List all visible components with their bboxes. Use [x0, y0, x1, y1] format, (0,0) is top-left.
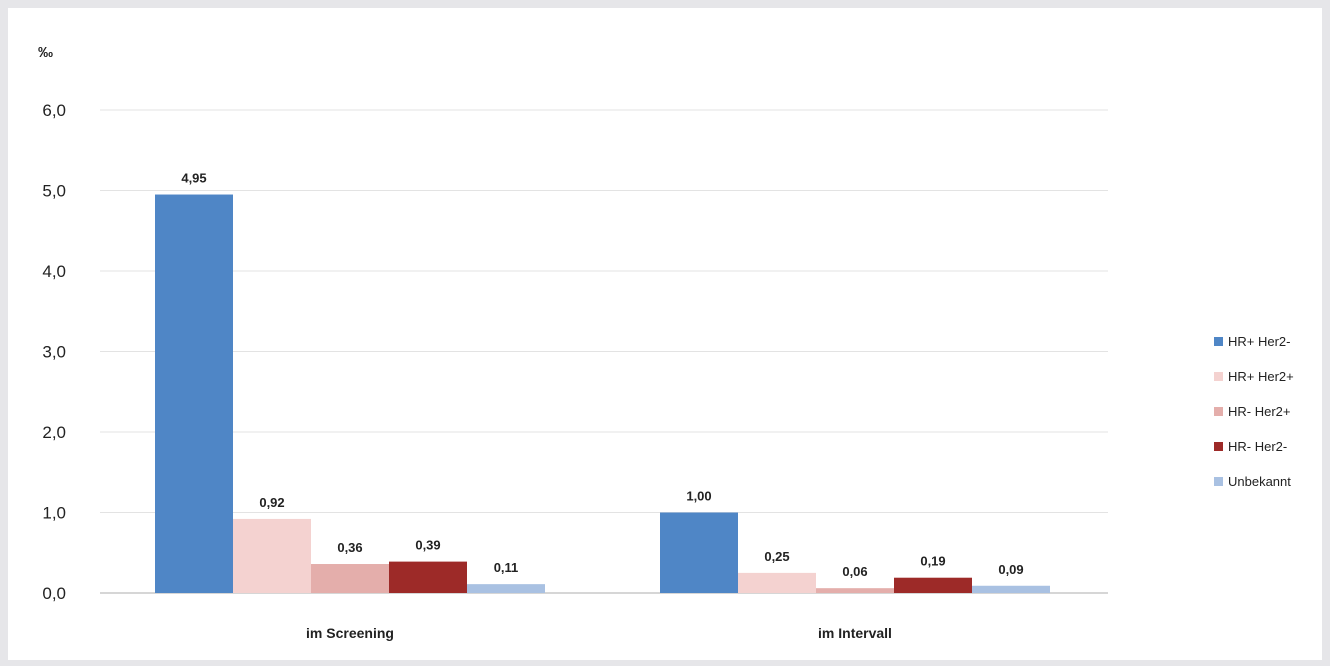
chart-legend: HR+ Her2- HR+ Her2+ HR- Her2+ HR- Her2- … — [1214, 324, 1294, 499]
bar — [311, 564, 389, 593]
legend-item: HR- Her2+ — [1214, 394, 1294, 429]
bar-chart: 0,0 1,0 2,0 3,0 4,0 5,0 6,0 4,95 0,92 0,36 0,39 0,1… — [42, 101, 1108, 641]
data-label: 0,19 — [920, 554, 945, 569]
data-label: 0,11 — [494, 560, 519, 575]
bar — [894, 577, 972, 593]
bar — [389, 561, 467, 593]
legend-label: Unbekannt — [1228, 474, 1291, 489]
legend-swatch — [1214, 407, 1223, 416]
legend-item: HR+ Her2- — [1214, 324, 1294, 359]
y-tick-label: 6,0 — [42, 101, 66, 120]
legend-label: HR+ Her2- — [1228, 334, 1291, 349]
bar — [738, 572, 816, 593]
legend-swatch — [1214, 372, 1223, 381]
bar — [660, 512, 738, 593]
x-category-label: im Screening — [306, 625, 394, 641]
legend-swatch — [1214, 477, 1223, 486]
data-label: 1,00 — [686, 489, 711, 504]
y-tick-label: 2,0 — [42, 423, 66, 442]
legend-swatch — [1214, 337, 1223, 346]
bar — [467, 584, 545, 593]
legend-item: HR- Her2- — [1214, 429, 1294, 464]
y-axis-unit-label: ‰ — [38, 44, 53, 61]
data-label: 4,95 — [181, 171, 206, 186]
bar — [972, 585, 1050, 593]
legend-swatch — [1214, 442, 1223, 451]
data-label: 0,09 — [998, 562, 1023, 577]
bar — [155, 194, 233, 593]
y-tick-label: 3,0 — [42, 343, 66, 362]
data-label: 0,25 — [764, 549, 789, 564]
y-tick-label: 5,0 — [42, 182, 66, 201]
chart-panel: ‰ 0,0 1,0 2,0 3,0 4,0 5,0 6,0 4,95 0,92 0,36 0,39 0… — [8, 8, 1322, 660]
x-category-label: im Intervall — [818, 625, 892, 641]
data-label: 0,36 — [337, 540, 362, 555]
bar — [233, 518, 311, 593]
data-label: 0,06 — [842, 564, 867, 579]
data-label: 0,92 — [259, 495, 284, 510]
y-tick-label: 4,0 — [42, 262, 66, 281]
legend-item: HR+ Her2+ — [1214, 359, 1294, 394]
legend-item: Unbekannt — [1214, 464, 1294, 499]
legend-label: HR+ Her2+ — [1228, 369, 1294, 384]
data-label: 0,39 — [415, 538, 440, 553]
y-tick-label: 0,0 — [42, 584, 66, 603]
bar — [816, 588, 894, 593]
legend-label: HR- Her2+ — [1228, 404, 1291, 419]
y-tick-label: 1,0 — [42, 504, 66, 523]
legend-label: HR- Her2- — [1228, 439, 1288, 454]
